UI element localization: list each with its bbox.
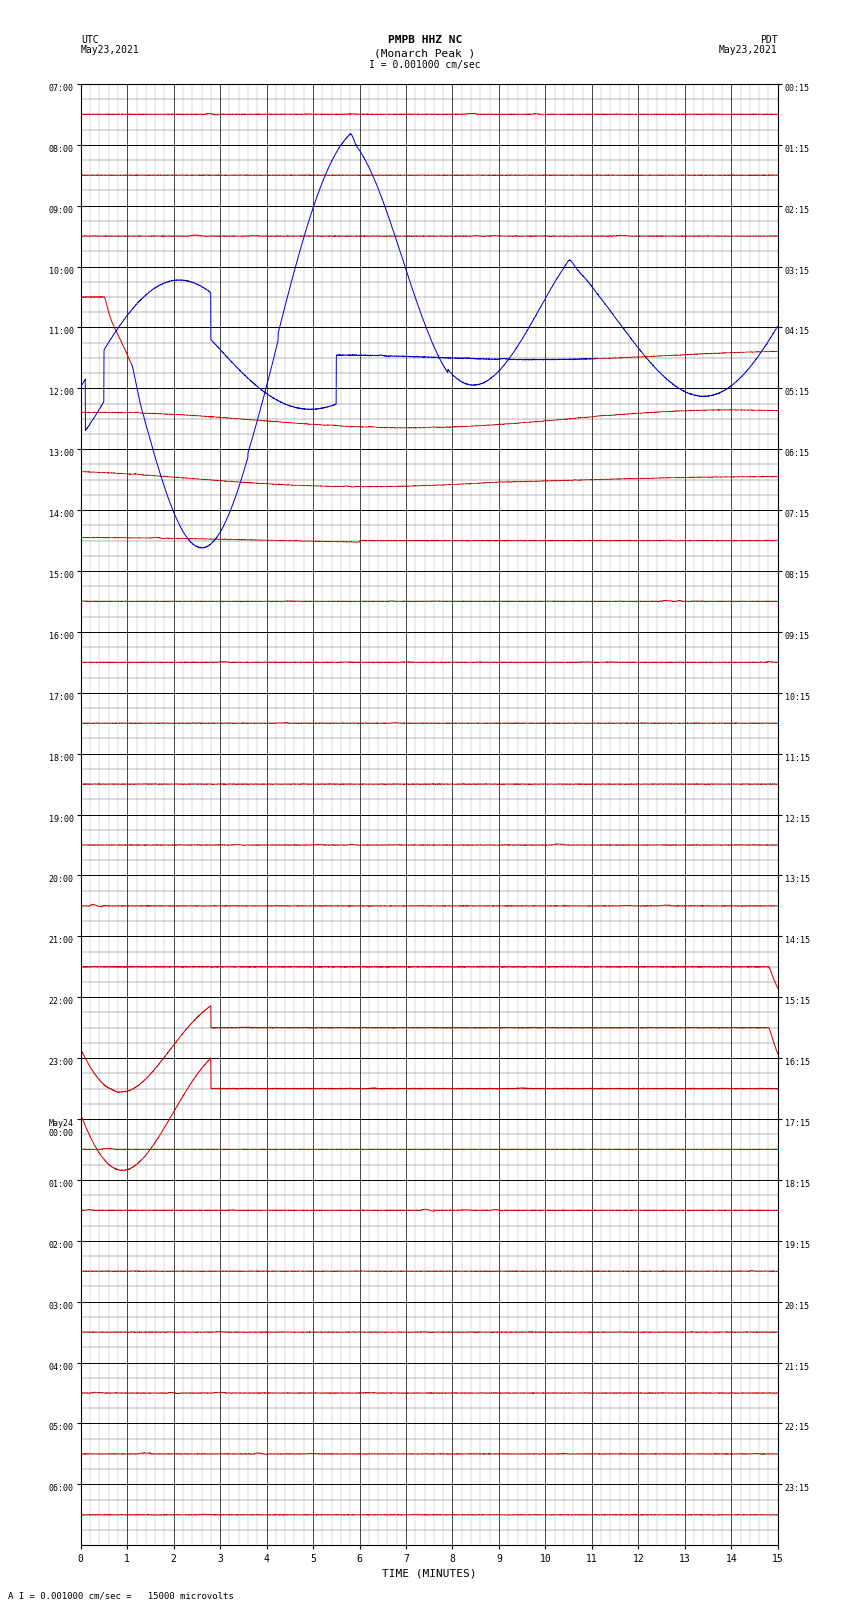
Text: A I = 0.001000 cm/sec =   15000 microvolts: A I = 0.001000 cm/sec = 15000 microvolts: [8, 1590, 235, 1600]
Text: (Monarch Peak ): (Monarch Peak ): [374, 48, 476, 58]
Text: I = 0.001000 cm/sec: I = 0.001000 cm/sec: [369, 60, 481, 69]
X-axis label: TIME (MINUTES): TIME (MINUTES): [382, 1568, 477, 1579]
Text: UTC: UTC: [81, 35, 99, 45]
Text: May23,2021: May23,2021: [81, 45, 139, 55]
Text: May23,2021: May23,2021: [719, 45, 778, 55]
Text: PDT: PDT: [760, 35, 778, 45]
Text: PMPB HHZ NC: PMPB HHZ NC: [388, 35, 462, 45]
